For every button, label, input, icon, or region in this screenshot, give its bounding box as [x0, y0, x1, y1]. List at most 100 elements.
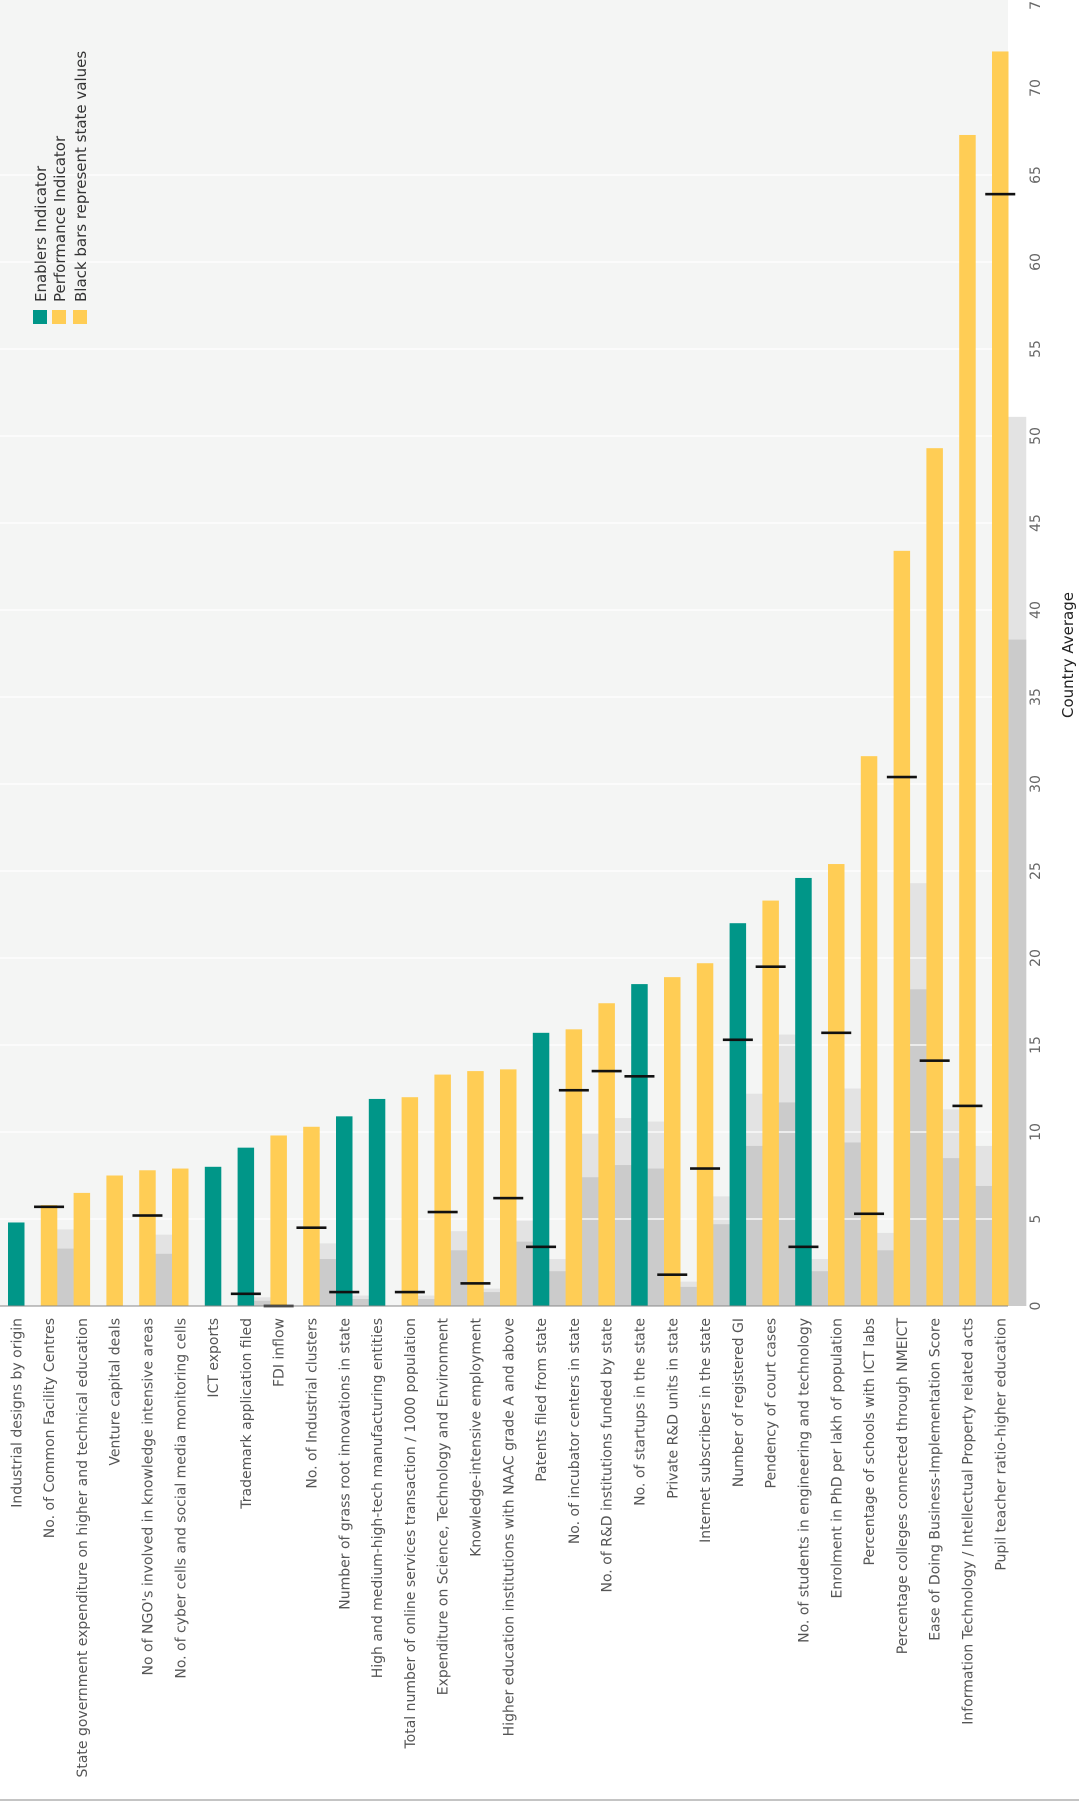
state-value-marker: [919, 1059, 950, 1062]
tick-label: 0: [1028, 1302, 1044, 1311]
performance-bar: [959, 134, 976, 1307]
state-value-marker: [690, 1167, 721, 1170]
enabler-bar: [631, 984, 648, 1306]
tick-label: 35: [1028, 688, 1044, 706]
performance-bar: [992, 51, 1009, 1307]
tick-label: 60: [1028, 253, 1044, 271]
category-label: Ease of Doing Business-Implementation Sc…: [928, 1318, 944, 1641]
state-value-marker: [329, 1290, 360, 1294]
category-labels: Industrial designs by origin No. of Commo…: [9, 1317, 1009, 1777]
shade-dark: [342, 1299, 371, 1306]
legend: Enablers Indicator Performance Indicator B…: [32, 51, 90, 324]
category-label: Percentage of schools with ICT labs: [862, 1318, 878, 1566]
state-value-marker: [493, 1196, 524, 1200]
category-label: Total number of online services transact…: [403, 1318, 419, 1750]
category-label: Industrial designs by origin: [9, 1318, 25, 1508]
enabler-bar: [532, 1032, 550, 1306]
performance-bar: [860, 756, 878, 1306]
performance-bar: [106, 1175, 123, 1306]
category-label: Venture capital deals: [108, 1318, 124, 1466]
tick-label: 70: [1028, 79, 1044, 97]
category-label: Patents filed from state: [534, 1318, 550, 1482]
performance-bar: [565, 1029, 583, 1306]
state-value-marker: [854, 1212, 885, 1216]
enabler-bar: [729, 923, 747, 1306]
performance-bar: [467, 1071, 484, 1306]
state-value-marker: [460, 1282, 491, 1285]
category-label: ICT exports: [206, 1318, 222, 1398]
legend-label: Enablers Indicator: [32, 165, 50, 302]
enabler-bar: [368, 1098, 386, 1306]
performance-bar: [828, 864, 845, 1306]
legend-swatch: [33, 310, 47, 324]
axis-title: Country Average: [1059, 592, 1077, 718]
state-value-marker: [886, 775, 917, 779]
performance-bar: [664, 977, 681, 1306]
state-value-marker: [952, 1104, 983, 1108]
shade-dark: [407, 1299, 436, 1306]
category-label: Number of grass root innovations in stat…: [337, 1318, 353, 1610]
tick-label: 30: [1028, 775, 1044, 793]
category-label: Pupil teacher ratio-higher education: [993, 1318, 1009, 1571]
performance-bar: [893, 550, 911, 1306]
category-label: Trademark application filed: [239, 1318, 255, 1510]
category-label: Higher education institutions with NAAC …: [501, 1318, 517, 1736]
state-value-marker: [722, 1038, 753, 1042]
tick-label: 20: [1028, 949, 1044, 967]
state-value-marker: [624, 1075, 655, 1078]
state-value-marker: [230, 1292, 261, 1296]
legend-label: Black bars represent state values: [72, 51, 90, 302]
state-value-marker: [526, 1245, 557, 1249]
performance-bar: [401, 1097, 419, 1306]
state-value-marker: [985, 192, 1016, 196]
category-label: Percentage colleges connected through NM…: [895, 1318, 911, 1655]
category-label: High and medium-high-tech manufacturing …: [370, 1318, 386, 1678]
category-label: Enrolment in PhD per lakh of population: [829, 1318, 845, 1599]
shade-dark: [243, 1300, 272, 1306]
category-label: Number of registered GI: [731, 1318, 747, 1487]
tick-label: 45: [1028, 514, 1044, 532]
performance-bar: [500, 1069, 517, 1306]
state-value-marker: [427, 1210, 458, 1214]
state-value-marker: [788, 1245, 819, 1249]
category-label: No. of cyber cells and social media moni…: [173, 1318, 189, 1679]
category-label: Knowledge-intensive employment: [468, 1317, 484, 1556]
category-label: No. of R&D institutions funded by state: [600, 1318, 616, 1592]
enabler-bar: [204, 1166, 222, 1306]
performance-bar: [172, 1168, 189, 1306]
state-value-marker: [755, 965, 786, 968]
category-label: No. of incubator centers in state: [567, 1318, 583, 1544]
tick-label: 10: [1028, 1123, 1044, 1141]
state-value-marker: [132, 1214, 163, 1217]
legend-swatch: [73, 310, 87, 324]
enabler-bar: [795, 877, 812, 1306]
legend-label: Performance Indicator: [51, 135, 69, 302]
state-value-marker: [394, 1290, 425, 1294]
state-value-markers: [34, 192, 1016, 1308]
category-label: Expenditure on Science, Technology and E…: [436, 1318, 452, 1696]
performance-bar: [73, 1192, 91, 1306]
category-label: State government expenditure on higher a…: [75, 1318, 91, 1778]
indicator-bars: [8, 51, 1009, 1307]
tick-label: 75: [1028, 0, 1044, 10]
performance-bar: [40, 1205, 58, 1306]
tick-label: 40: [1028, 601, 1044, 619]
state-value-marker: [821, 1031, 852, 1035]
enabler-bar: [336, 1116, 353, 1306]
category-label: No. of startups in the state: [632, 1318, 648, 1506]
state-value-marker: [558, 1088, 589, 1092]
tick-label: 65: [1028, 166, 1044, 184]
performance-bar: [598, 1003, 615, 1306]
category-label: No of NGO's involved in knowledge intens…: [140, 1318, 156, 1675]
state-value-marker: [657, 1273, 688, 1276]
category-label: No. of Common Facility Centres: [42, 1318, 58, 1538]
legend-swatch: [52, 310, 66, 324]
category-label: Private R&D units in state: [665, 1318, 681, 1499]
category-label: No. of students in engineering and techn…: [796, 1318, 812, 1643]
tick-label: 5: [1028, 1215, 1044, 1224]
category-label: No. of Industrial clusters: [304, 1318, 320, 1489]
category-label: FDI inflow: [272, 1318, 288, 1387]
enabler-bar: [237, 1147, 255, 1306]
value-axis-ticks: 0 5 10 15 20 25 30 35 40 45 50 55 60 65 70 75: [1028, 0, 1044, 1310]
